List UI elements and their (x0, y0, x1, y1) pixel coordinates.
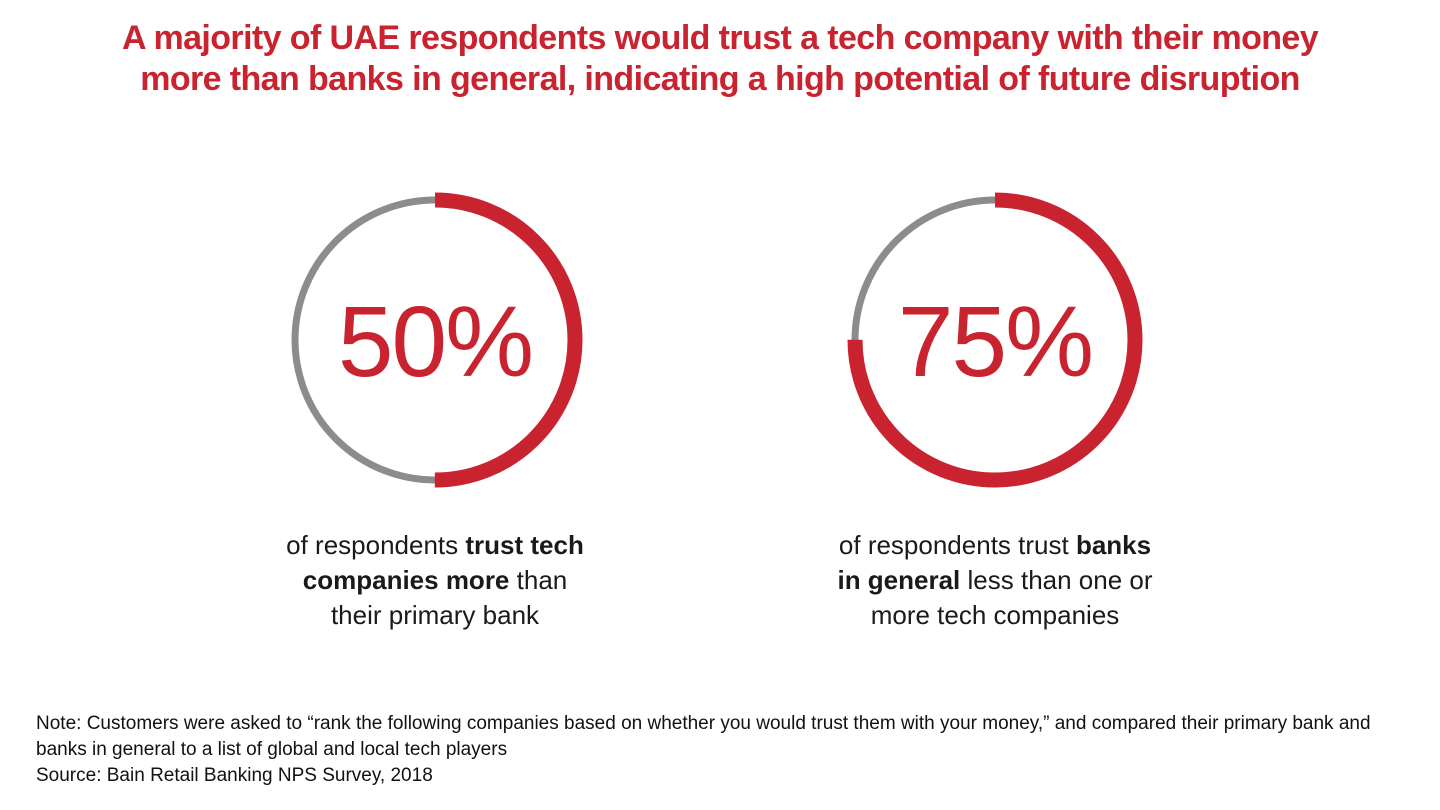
slide-title: A majority of UAE respondents would trus… (0, 18, 1440, 100)
donut-percentage-value: 75% (897, 286, 1094, 398)
slide-title-line-2: more than banks in general, indicating a… (140, 60, 1300, 98)
donut-percentage-value: 50% (337, 286, 534, 398)
footnote-note: Note: Customers were asked to “rank the … (36, 713, 1371, 760)
donut-chart-trust-tech: 50% (287, 192, 583, 488)
footnote-source: Source: Bain Retail Banking NPS Survey, … (36, 765, 433, 786)
donut-ring-svg (847, 192, 1143, 488)
donut-chart-trust-banks: 75% (847, 192, 1143, 488)
donut-ring-svg (287, 192, 583, 488)
slide-title-line-1: A majority of UAE respondents would trus… (121, 19, 1319, 57)
footnote: Note: Customers were asked to “rank the … (36, 711, 1412, 789)
donut-caption-trust-tech: of respondents trust tech companies more … (286, 530, 584, 630)
donut-caption-trust-banks: of respondents trust banks in general les… (837, 530, 1153, 630)
